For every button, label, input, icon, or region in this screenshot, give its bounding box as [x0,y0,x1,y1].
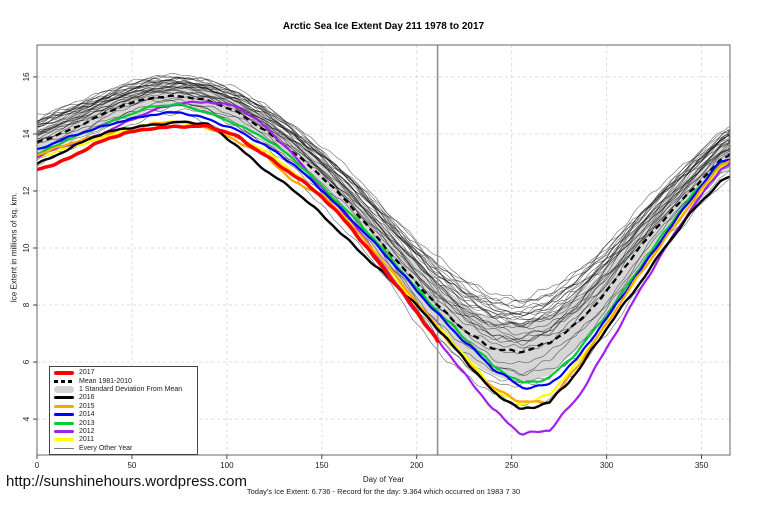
legend-item-2014: 2014 [54,411,197,418]
band-swatch-icon [54,386,74,394]
series-2013-line [37,102,730,384]
year-line-1985 [37,82,730,318]
year-line-2001 [37,85,730,336]
year-line-1978 [37,76,730,306]
line-swatch-icon [54,396,74,400]
y-tick-label: 8 [22,302,31,307]
legend-label: 2013 [79,419,95,427]
x-axis-label: Day of Year [362,475,405,484]
year-line-1983 [37,77,730,309]
x-tick-label: 250 [505,461,519,470]
year-line-1979 [37,75,730,302]
line-swatch-icon [54,413,74,417]
legend-label: 1 Standard Deviation From Mean [79,386,183,394]
year-line-1993 [37,81,730,325]
year-line-1994 [37,82,730,328]
legend-label: 2015 [79,402,95,410]
year-line-2005 [37,98,730,365]
x-tick-label: 150 [315,461,329,470]
other-year-lines [37,72,730,407]
legend-item-2013: 2013 [54,420,197,427]
x-tick-label: 100 [220,461,234,470]
year-line-2000 [37,89,730,346]
chart-title: Arctic Sea Ice Extent Day 211 1978 to 20… [282,21,485,32]
year-line-2003 [37,92,730,342]
y-tick-label: 12 [22,186,31,195]
year-line-1981 [37,77,730,314]
line-swatch-icon [54,447,74,449]
x-tick-label: 350 [695,461,709,470]
series-2017-line [37,123,440,343]
legend-item-mean-1981-2010: Mean 1981-2010 [54,378,197,385]
status-line: Today's Ice Extent: 6.736 - Record for t… [246,487,521,496]
y-tick-label: 4 [22,416,31,421]
line-swatch-icon [54,404,74,408]
year-line-1995 [37,87,730,340]
legend-label: 2014 [79,411,95,419]
series-2014-line [37,111,730,390]
year-line-2006 [37,100,730,376]
y-tick-label: 14 [22,129,31,138]
legend-label: 2017 [79,369,95,377]
legend-label: Mean 1981-2010 [79,377,132,385]
plot-border [36,44,731,456]
line-swatch-icon [54,421,74,425]
legend-item-every-other-year: Every Other Year [54,445,197,452]
legend-label: Every Other Year [79,444,133,452]
line-swatch-icon [54,429,74,433]
axis-ticks [33,76,703,459]
series-2016-line [37,120,730,410]
line-swatch-icon [54,379,74,383]
x-tick-label: 300 [600,461,614,470]
y-tick-label: 10 [22,243,31,252]
legend-item-2011: 2011 [54,436,197,443]
legend-item-2012: 2012 [54,428,197,435]
x-tick-label: 200 [410,461,424,470]
series-2015-line [37,120,730,405]
year-line-1992 [37,81,730,321]
legend-item-2015: 2015 [54,403,197,410]
y-tick-label: 16 [22,72,31,81]
legend-label: 2016 [79,394,95,402]
legend-item-1-standard-deviation-from-mean: 1 Standard Deviation From Mean [54,386,197,394]
mean-1981-2010-line [37,94,730,354]
line-swatch-icon [54,438,74,442]
year-line-1988 [37,79,730,321]
y-tick-label: 6 [22,359,31,364]
legend-item-2016: 2016 [54,394,197,401]
tick-labels: 0 50 100 150 200 250 300 350 4 6 8 10 12 14 16 [22,72,709,470]
line-swatch-icon [54,370,74,375]
plot-body [37,45,730,455]
site-url: http://sunshinehours.wordpress.com [6,473,247,490]
chart-legend: 2017 Mean 1981-2010 1 Standard Deviation F… [49,366,198,455]
x-tick-label: 50 [127,461,136,470]
year-line-2002 [37,92,730,349]
legend-item-2017: 2017 [54,369,197,376]
legend-label: 2011 [79,436,95,444]
legend-label: 2012 [79,427,95,435]
x-tick-label: 0 [35,461,40,470]
